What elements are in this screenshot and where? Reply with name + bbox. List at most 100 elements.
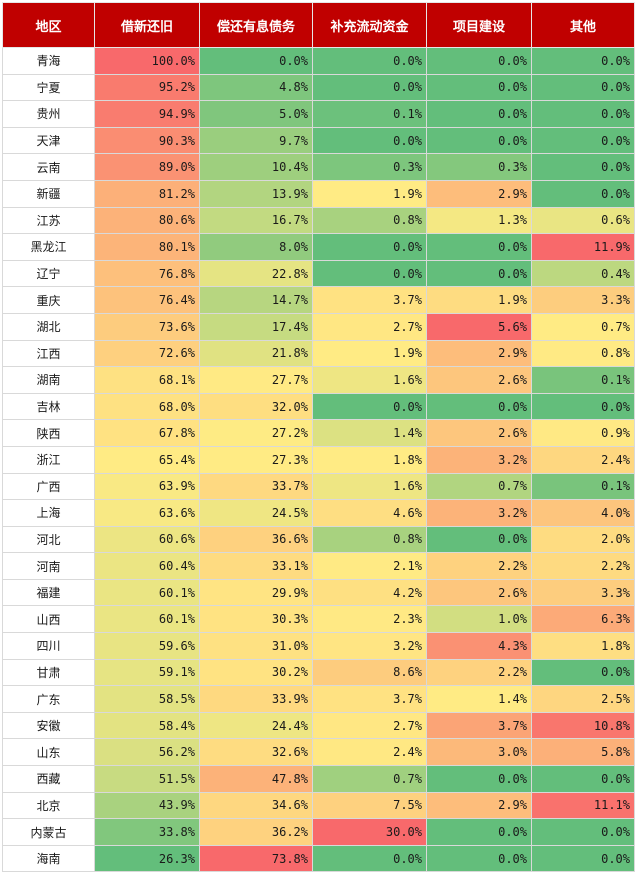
cell-working-capital: 0.8% [312,206,427,235]
cell-working-capital: 7.5% [312,791,427,820]
table-row: 天津 90.3% 9.7% 0.0% 0.0% 0.0% [2,126,635,155]
cell-region: 福建 [2,578,95,607]
table-row: 福建 60.1% 29.9% 4.2% 2.6% 3.3% [2,578,635,607]
cell-refinance: 100.0% [94,47,200,75]
cell-refinance: 63.6% [94,499,200,527]
cell-working-capital: 0.3% [312,153,427,181]
cell-refinance: 26.3% [94,844,200,873]
cell-refinance: 94.9% [94,100,200,128]
cell-other: 0.0% [531,153,635,181]
table-row: 广西 63.9% 33.7% 1.6% 0.7% 0.1% [2,472,635,501]
cell-region: 云南 [2,153,95,181]
cell-other: 4.0% [531,499,635,527]
cell-region: 北京 [2,791,95,820]
cell-project-construction: 0.0% [426,818,532,846]
cell-project-construction: 0.0% [426,259,532,288]
table-row: 重庆 76.4% 14.7% 3.7% 1.9% 3.3% [2,286,635,314]
cell-working-capital: 0.0% [312,47,427,75]
cell-other: 0.8% [531,339,635,368]
cell-refinance: 60.1% [94,578,200,607]
cell-refinance: 51.5% [94,765,200,793]
cell-refinance: 58.5% [94,685,200,713]
table-row: 山西 60.1% 30.3% 2.3% 1.0% 6.3% [2,605,635,634]
cell-region: 浙江 [2,445,95,474]
cell-debt-repayment: 30.3% [199,605,313,634]
cell-working-capital: 1.6% [312,472,427,501]
table-row: 湖北 73.6% 17.4% 2.7% 5.6% 0.7% [2,312,635,341]
cell-project-construction: 0.0% [426,844,532,873]
cell-other: 0.0% [531,392,635,421]
table-row: 陕西 67.8% 27.2% 1.4% 2.6% 0.9% [2,419,635,447]
cell-debt-repayment: 33.7% [199,472,313,501]
cell-project-construction: 1.0% [426,605,532,634]
cell-project-construction: 3.7% [426,711,532,740]
cell-working-capital: 0.0% [312,73,427,102]
cell-other: 11.9% [531,233,635,261]
cell-working-capital: 2.7% [312,312,427,341]
cell-region: 贵州 [2,100,95,128]
cell-project-construction: 2.6% [426,419,532,447]
cell-debt-repayment: 5.0% [199,100,313,128]
cell-project-construction: 0.0% [426,525,532,554]
cell-refinance: 56.2% [94,738,200,767]
cell-refinance: 60.4% [94,552,200,580]
header-other: 其他 [531,2,635,48]
cell-refinance: 80.6% [94,206,200,235]
table-row: 内蒙古 33.8% 36.2% 30.0% 0.0% 0.0% [2,818,635,846]
cell-debt-repayment: 21.8% [199,339,313,368]
cell-other: 0.0% [531,47,635,75]
cell-refinance: 60.6% [94,525,200,554]
cell-debt-repayment: 10.4% [199,153,313,181]
table-row: 云南 89.0% 10.4% 0.3% 0.3% 0.0% [2,153,635,181]
cell-project-construction: 3.2% [426,499,532,527]
table-row: 青海 100.0% 0.0% 0.0% 0.0% 0.0% [2,47,635,75]
cell-other: 6.3% [531,605,635,634]
cell-working-capital: 2.1% [312,552,427,580]
cell-working-capital: 1.9% [312,339,427,368]
cell-other: 0.6% [531,206,635,235]
header-row: 地区 借新还旧 偿还有息债务 补充流动资金 项目建设 其他 [2,2,635,48]
cell-region: 安徽 [2,711,95,740]
cell-project-construction: 2.9% [426,339,532,368]
cell-debt-repayment: 13.9% [199,179,313,208]
cell-debt-repayment: 47.8% [199,765,313,793]
cell-region: 甘肃 [2,658,95,687]
cell-project-construction: 0.0% [426,233,532,261]
cell-region: 上海 [2,499,95,527]
cell-debt-repayment: 30.2% [199,658,313,687]
cell-other: 0.0% [531,818,635,846]
table-row: 江西 72.6% 21.8% 1.9% 2.9% 0.8% [2,339,635,368]
cell-region: 海南 [2,844,95,873]
cell-working-capital: 4.2% [312,578,427,607]
cell-region: 内蒙古 [2,818,95,846]
cell-debt-repayment: 0.0% [199,47,313,75]
cell-region: 湖南 [2,366,95,394]
cell-working-capital: 0.1% [312,100,427,128]
table-row: 西藏 51.5% 47.8% 0.7% 0.0% 0.0% [2,765,635,793]
cell-region: 河北 [2,525,95,554]
cell-debt-repayment: 27.3% [199,445,313,474]
cell-region: 天津 [2,126,95,155]
cell-project-construction: 4.3% [426,632,532,660]
cell-debt-repayment: 27.2% [199,419,313,447]
cell-working-capital: 3.7% [312,286,427,314]
cell-debt-repayment: 29.9% [199,578,313,607]
cell-other: 2.2% [531,552,635,580]
cell-region: 西藏 [2,765,95,793]
cell-project-construction: 2.9% [426,791,532,820]
cell-project-construction: 1.4% [426,685,532,713]
cell-refinance: 72.6% [94,339,200,368]
cell-region: 江苏 [2,206,95,235]
cell-debt-repayment: 8.0% [199,233,313,261]
cell-debt-repayment: 32.0% [199,392,313,421]
cell-debt-repayment: 14.7% [199,286,313,314]
cell-refinance: 58.4% [94,711,200,740]
cell-other: 0.4% [531,259,635,288]
cell-refinance: 63.9% [94,472,200,501]
cell-debt-repayment: 16.7% [199,206,313,235]
cell-project-construction: 0.0% [426,47,532,75]
cell-working-capital: 0.8% [312,525,427,554]
cell-region: 新疆 [2,179,95,208]
cell-working-capital: 3.7% [312,685,427,713]
cell-other: 11.1% [531,791,635,820]
